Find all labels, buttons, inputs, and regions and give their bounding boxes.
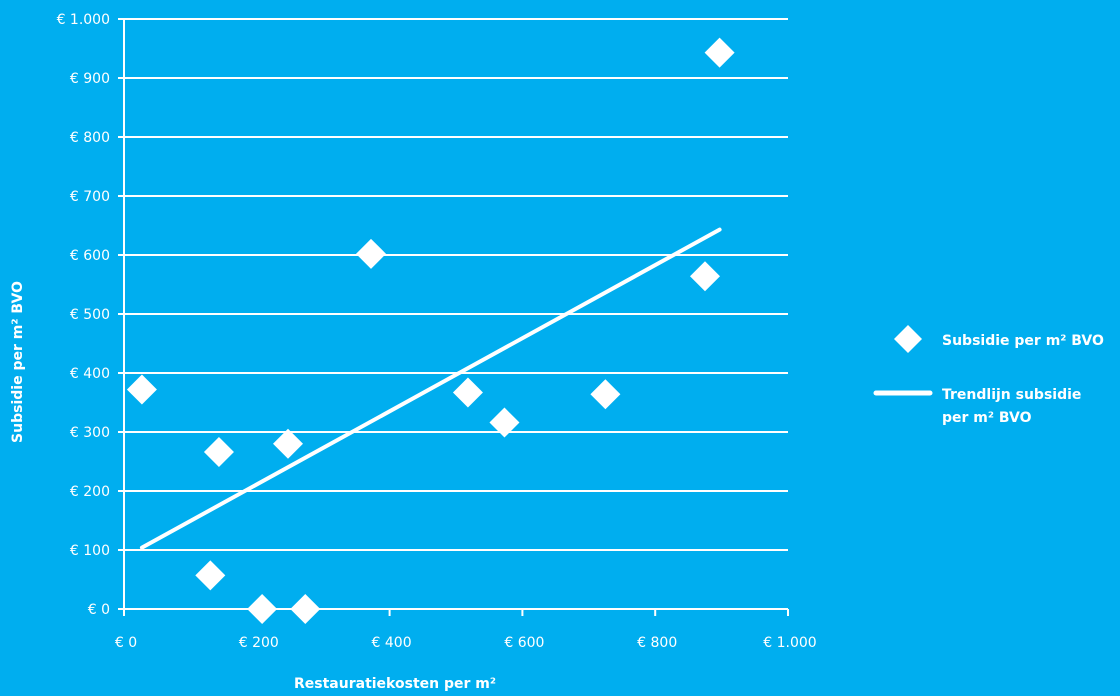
data-point-diamond [489, 408, 519, 438]
legend-marker-diamond [894, 325, 922, 353]
y-tick-label: € 1.000 [57, 12, 110, 28]
data-points [127, 38, 735, 624]
data-point-diamond [290, 594, 320, 624]
y-tick-label: € 600 [70, 248, 110, 264]
axes [118, 19, 788, 616]
data-point-diamond [204, 437, 234, 467]
legend-label-trend-line-1: Trendlijn subsidie [942, 387, 1081, 403]
data-point-diamond [127, 375, 157, 405]
y-tick-label: € 0 [88, 602, 110, 618]
x-tick-label: € 800 [637, 635, 677, 651]
tick-labels: € 0 € 100 € 200 € 300 € 400 € 500 € 600 € 700 € … [57, 12, 817, 651]
y-tick-label: € 800 [70, 130, 110, 146]
legend-label-trend-line-2: per m² BVO [942, 410, 1032, 426]
x-tick-label: € 600 [504, 635, 544, 651]
trend-line [142, 230, 720, 548]
x-tick-label: € 400 [372, 635, 412, 651]
y-tick-label: € 700 [70, 189, 110, 205]
data-point-diamond [690, 261, 720, 291]
y-axis-title: Subsidie per m² BVO [10, 281, 26, 443]
x-tick-label: € 0 [115, 635, 137, 651]
gridlines [124, 19, 788, 609]
y-tick-label: € 900 [70, 71, 110, 87]
y-tick-label: € 100 [70, 543, 110, 559]
y-tick-label: € 300 [70, 425, 110, 441]
x-tick-label: € 1.000 [763, 635, 816, 651]
data-point-diamond [453, 377, 483, 407]
data-point-diamond [195, 560, 225, 590]
data-point-diamond [247, 594, 277, 624]
legend: Subsidie per m² BVO Trendlijn subsidie p… [876, 325, 1104, 426]
data-point-diamond [273, 429, 303, 459]
y-tick-label: € 400 [70, 366, 110, 382]
x-axis-title: Restauratiekosten per m² [294, 676, 496, 692]
x-tick-label: € 200 [239, 635, 279, 651]
data-point-diamond [705, 38, 735, 68]
y-tick-label: € 200 [70, 484, 110, 500]
y-tick-label: € 500 [70, 307, 110, 323]
data-point-diamond [590, 379, 620, 409]
trendline-layer [142, 230, 720, 548]
data-point-diamond [356, 239, 386, 269]
legend-label-scatter: Subsidie per m² BVO [942, 333, 1104, 349]
